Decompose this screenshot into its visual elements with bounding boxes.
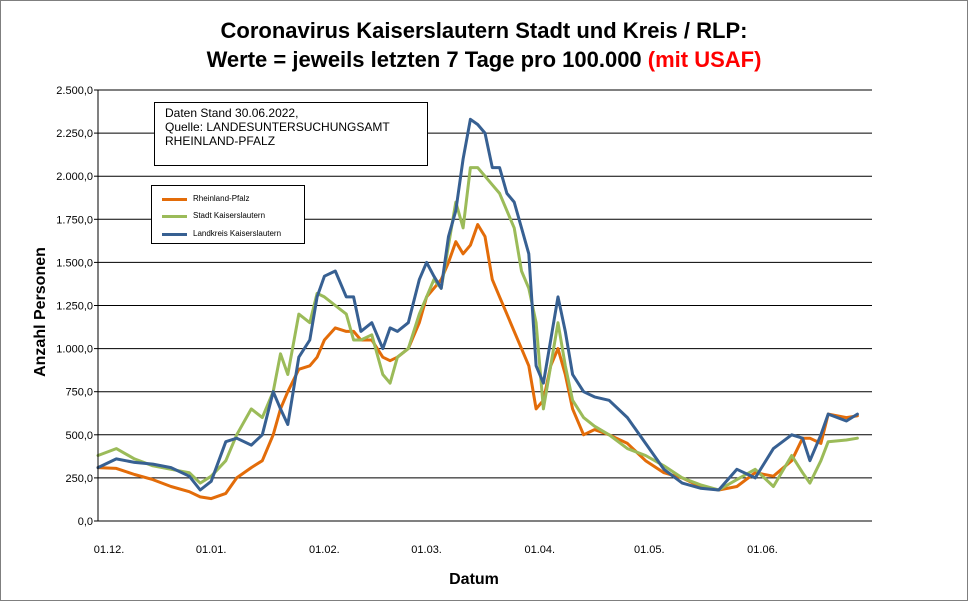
- y-tick-label: 1.750,0: [56, 214, 93, 226]
- y-tick-label: 2.500,0: [56, 85, 93, 97]
- legend-swatch-rlp: [162, 198, 187, 201]
- source-box: Daten Stand 30.06.2022, Quelle: LANDESUN…: [154, 102, 428, 166]
- y-tick-label: 2.250,0: [56, 128, 93, 140]
- chart-title-usaf: (mit USAF): [647, 47, 762, 72]
- x-tick-label: 01.01.: [196, 544, 227, 556]
- chart-title-line2: Werte = jeweils letzten 7 Tage pro 100.0…: [0, 47, 968, 73]
- x-tick-label: 01.04.: [524, 544, 555, 556]
- x-axis-title: Datum: [449, 571, 499, 588]
- source-origin: Quelle: LANDESUNTERSUCHUNGSAMT: [165, 120, 390, 134]
- y-tick-label: 0,0: [78, 516, 93, 528]
- x-tick-label: 01.03.: [411, 544, 442, 556]
- chart-title-main: Werte = jeweils letzten 7 Tage pro 100.0…: [206, 47, 648, 72]
- y-tick-label: 500,0: [65, 430, 93, 442]
- chart-title-line1: Coronavirus Kaiserslautern Stadt und Kre…: [220, 18, 748, 43]
- source-org: RHEINLAND-PFALZ: [165, 134, 276, 148]
- y-tick-label: 1.000,0: [56, 344, 93, 356]
- y-axis-ticks: 0,0 250,0 500,0 750,0 1.000,0 1.250,0 1.500,0 1…: [56, 85, 98, 528]
- series-line-rlp: [96, 223, 859, 501]
- legend-label-landkreis: Landkreis Kaiserslautern: [193, 229, 282, 238]
- y-tick-label: 2.000,0: [56, 171, 93, 183]
- series-lines: [96, 117, 859, 501]
- y-tick-label: 1.250,0: [56, 301, 93, 313]
- y-tick-label: 750,0: [65, 387, 93, 399]
- x-tick-label: 01.12.: [94, 544, 125, 556]
- x-tick-label: 01.05.: [634, 544, 665, 556]
- legend-label-rlp: Rheinland-Pfalz: [193, 194, 250, 203]
- x-tick-label: 01.06.: [747, 544, 778, 556]
- series-line-landkreis: [96, 117, 859, 492]
- legend-swatch-landkreis: [162, 233, 187, 236]
- legend-label-stadt: Stadt Kaiserslautern: [193, 211, 266, 220]
- x-tick-label: 01.02.: [309, 544, 340, 556]
- legend: Rheinland-Pfalz Stadt Kaiserslautern Lan…: [151, 185, 305, 244]
- y-tick-label: 1.500,0: [56, 257, 93, 269]
- source-date: Daten Stand 30.06.2022,: [165, 106, 299, 120]
- y-tick-label: 250,0: [65, 473, 93, 485]
- x-axis-ticks: 01.12. 01.01. 01.02. 01.03. 01.04. 01.05. 01.0…: [94, 544, 778, 556]
- series-line-stadt: [96, 166, 859, 492]
- y-axis-title: Anzahl Personen: [32, 247, 49, 377]
- legend-swatch-stadt: [162, 215, 187, 218]
